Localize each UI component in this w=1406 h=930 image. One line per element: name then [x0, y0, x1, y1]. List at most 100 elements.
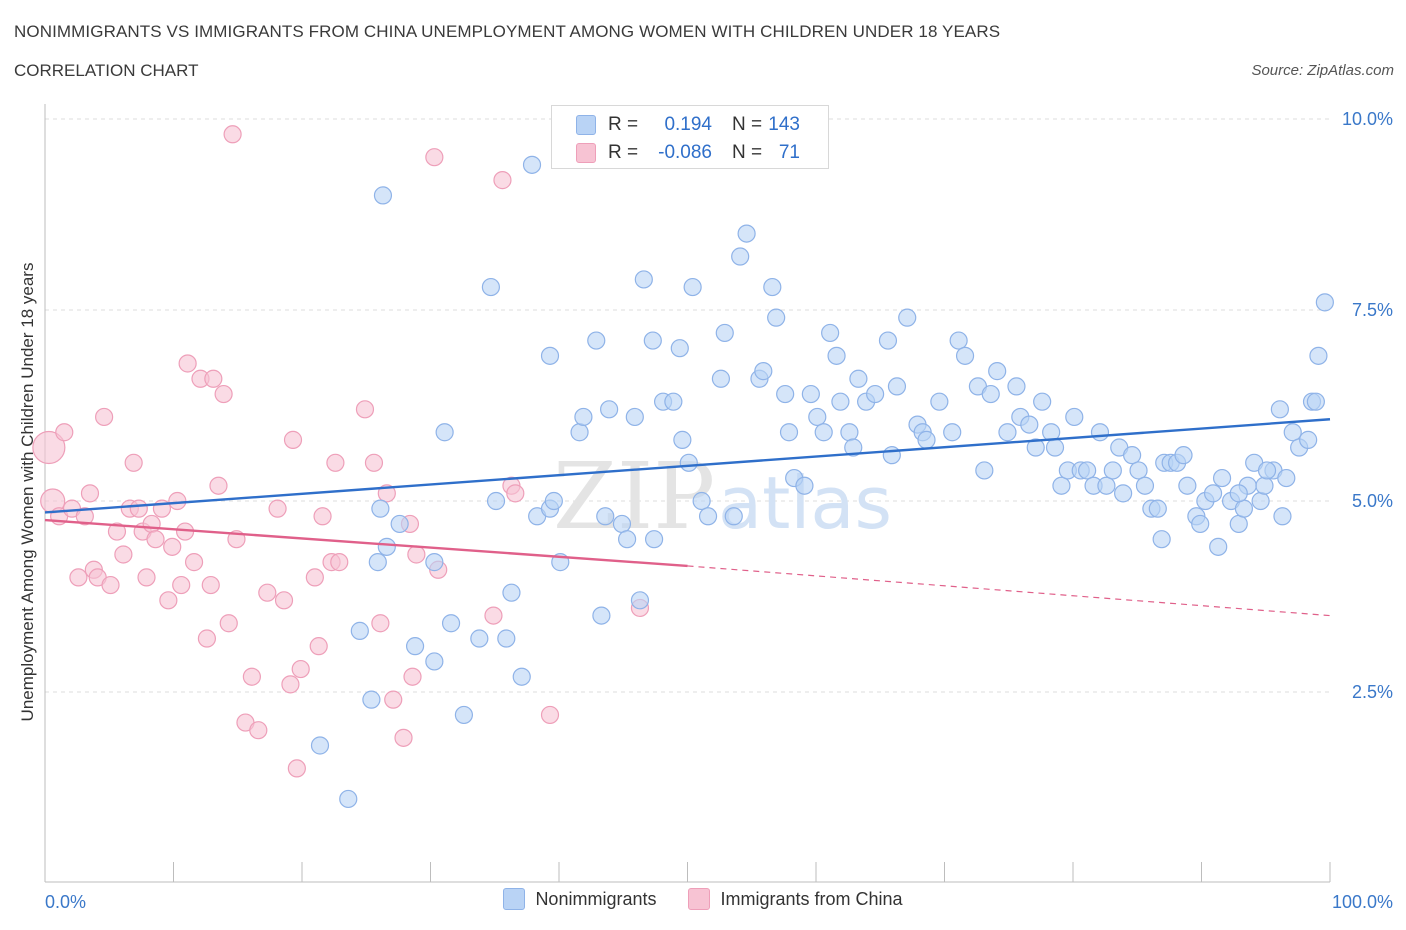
immigrant-point	[159, 591, 178, 610]
nonimmigrant-point	[1026, 438, 1045, 457]
nonimmigrant-point	[673, 430, 692, 449]
legend-n-label: N =	[732, 142, 763, 163]
immigrant-point	[80, 484, 100, 503]
immigrant-point	[425, 148, 444, 167]
immigrant-point	[506, 484, 525, 503]
nonimmigrant-point	[373, 186, 393, 205]
nonimmigrant-point	[679, 453, 698, 472]
immigrant-point	[219, 614, 238, 633]
legend-r-label: R =	[608, 114, 639, 135]
legend-swatch-blue	[576, 115, 596, 135]
watermark: ZIP atlas	[553, 443, 892, 550]
nonimmigrant-point	[486, 491, 506, 511]
nonimmigrant-point	[664, 392, 683, 411]
trend-line-nonimmigrants	[44, 418, 1331, 514]
trend-line-immigrants-extension	[687, 565, 1331, 617]
nonimmigrant-point	[644, 530, 664, 549]
immigrant-point	[403, 667, 422, 686]
immigrant-point	[223, 125, 242, 144]
immigrant-point	[197, 629, 217, 648]
legend-item-nonimmigrants: Nonimmigrants	[503, 888, 656, 910]
nonimmigrant-point	[1129, 461, 1148, 480]
nonimmigrant-point	[1299, 430, 1318, 449]
legend-swatch-pink	[576, 143, 596, 163]
immigrant-point	[384, 690, 403, 709]
immigrant-point	[394, 728, 413, 747]
series-immigrants-from-china	[32, 125, 650, 778]
legend-swatch-pink	[688, 888, 711, 910]
nonimmigrant-point	[1135, 476, 1155, 495]
legend-item-immigrants: Immigrants from China	[688, 888, 903, 910]
immigrant-point	[330, 553, 349, 572]
nonimmigrant-point	[435, 423, 454, 442]
nonimmigrant-point	[998, 423, 1017, 442]
immigrant-point	[313, 507, 332, 526]
legend-r-value: 0.194	[664, 114, 712, 135]
nonimmigrant-point	[776, 384, 795, 404]
nonimmigrant-point	[698, 507, 718, 526]
nonimmigrant-point	[887, 377, 907, 396]
y-tick-labels: 2.5% 5.0% 7.5% 10.0%	[1342, 109, 1393, 702]
nonimmigrant-point	[975, 461, 994, 480]
legend-swatch-blue	[503, 888, 526, 910]
nonimmigrant-point	[840, 423, 859, 442]
nonimmigrant-point	[1174, 446, 1193, 465]
y-tick-label: 5.0%	[1352, 491, 1393, 511]
legend-r-value: -0.086	[658, 142, 712, 163]
nonimmigrant-point	[362, 690, 381, 709]
nonimmigrant-point	[955, 346, 975, 365]
nonimmigrant-point	[470, 629, 489, 648]
immigrant-point	[209, 476, 228, 495]
nonimmigrant-point	[497, 629, 516, 648]
immigrant-point	[146, 530, 165, 549]
nonimmigrant-point	[570, 423, 589, 442]
nonimmigrant-point	[1234, 499, 1254, 518]
nonimmigrant-point	[441, 614, 461, 633]
nonimmigrant-point	[544, 491, 563, 511]
nonimmigrant-point	[1007, 377, 1026, 396]
immigrant-point	[287, 759, 306, 778]
nonimmigrant-point	[779, 423, 799, 442]
gridlines	[45, 118, 1330, 693]
nonimmigrant-point	[1209, 537, 1228, 556]
y-tick-label: 10.0%	[1342, 109, 1393, 129]
nonimmigrant-point	[339, 789, 358, 809]
immigrant-point	[484, 606, 503, 625]
nonimmigrant-point	[600, 400, 619, 419]
nonimmigrant-point	[715, 323, 734, 343]
immigrant-point	[168, 491, 187, 511]
nonimmigrant-point	[1123, 446, 1142, 465]
immigrant-point	[291, 659, 310, 679]
immigrant-point	[309, 637, 328, 656]
nonimmigrant-point	[1283, 423, 1302, 442]
nonimmigrant-point	[878, 331, 898, 350]
immigrant-point	[95, 407, 114, 427]
nonimmigrant-point	[1212, 468, 1232, 488]
immigrant-point	[101, 575, 120, 595]
immigrant-point	[249, 721, 268, 740]
immigrant-point	[355, 400, 375, 419]
nonimmigrant-point	[1257, 461, 1277, 480]
legend-r-label: R =	[608, 142, 639, 163]
nonimmigrant-point	[844, 438, 863, 457]
nonimmigrant-point	[737, 224, 756, 243]
immigrant-point	[163, 537, 182, 556]
nonimmigrant-point	[377, 537, 396, 556]
immigrant-point	[75, 507, 94, 526]
nonimmigrant-point	[882, 446, 901, 465]
immigrant-point	[305, 568, 324, 587]
nonimmigrant-point	[1020, 415, 1039, 434]
immigrant-point	[274, 591, 294, 610]
nonimmigrant-point	[866, 384, 885, 404]
nonimmigrant-point	[1078, 461, 1097, 480]
immigrant-point	[371, 614, 390, 633]
immigrant-point	[258, 583, 277, 602]
nonimmigrant-point	[371, 499, 390, 518]
immigrant-point	[32, 430, 66, 465]
nonimmigrant-point	[1090, 423, 1110, 442]
nonimmigrant-point	[683, 277, 702, 297]
y-tick-label: 7.5%	[1352, 300, 1393, 320]
immigrant-point	[69, 568, 88, 587]
nonimmigrant-point	[1273, 507, 1292, 526]
nonimmigrant-point	[368, 553, 387, 572]
